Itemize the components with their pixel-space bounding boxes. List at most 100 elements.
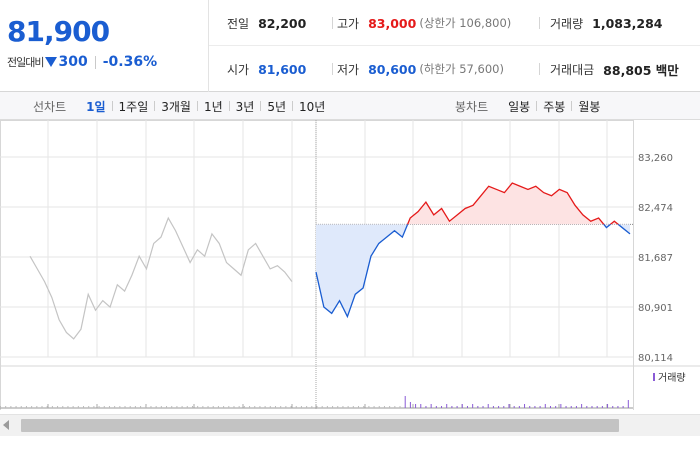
volume-bar (57, 406, 59, 408)
current-price: 81,900 (7, 15, 110, 48)
volume-bar (155, 406, 157, 408)
change-row: 전일대비 300 -0.36% (7, 54, 157, 70)
volume-bar (570, 406, 572, 408)
volume-bar (202, 406, 204, 408)
volume-bar (20, 406, 22, 408)
volume-bar (88, 406, 90, 408)
volume-bar (529, 406, 531, 408)
volume-bar (477, 406, 479, 408)
period-3y[interactable]: 3년 (235, 99, 255, 114)
volume-bar (347, 406, 349, 408)
volume-legend-icon (653, 373, 655, 381)
volume-bar (140, 406, 142, 408)
volume-bar (368, 406, 370, 408)
volume-bar (249, 406, 251, 408)
volume-bar (150, 406, 152, 408)
volume-bar (399, 406, 401, 408)
period-1d[interactable]: 1일 (86, 99, 106, 114)
volume-bar (269, 406, 271, 408)
volume-bar (98, 406, 100, 408)
volume-bar (108, 406, 110, 408)
volume-bar (430, 404, 432, 408)
lower-limit: (하한가 57,600) (419, 62, 504, 76)
price-chart[interactable]: 83,260 82,474 81,687 80,901 80,114 거래량 (0, 120, 700, 411)
volume-bar (420, 404, 422, 408)
volume-bar (508, 404, 510, 408)
volume-bar (378, 406, 380, 408)
quote-info: 전일 82,200 고가 83,000 (상한가 106,800) 거래량 1,… (209, 0, 700, 92)
candle-monthly[interactable]: 월봉 (578, 99, 601, 114)
volume-bar (259, 406, 261, 408)
volume-bar (243, 406, 245, 408)
open-price: 시가 81,600 (227, 46, 306, 92)
volume-bar (466, 406, 468, 408)
volume-bar (544, 404, 546, 408)
divider (111, 101, 113, 111)
volume-bar (503, 406, 505, 408)
divider (539, 63, 540, 75)
volume-bar (549, 406, 551, 408)
period-3m[interactable]: 3개월 (161, 99, 191, 114)
trade-amount-label: 거래대금 (550, 62, 595, 77)
candle-chart-periods: 봉차트 일봉 주봉 월봉 (455, 92, 606, 120)
volume-bar (539, 406, 541, 408)
volume-bar (513, 406, 515, 408)
down-area (316, 224, 630, 317)
chart-scrollbar[interactable] (0, 414, 700, 436)
change-amount: 300 (58, 54, 88, 70)
volume-bar (15, 406, 17, 408)
volume-bar (601, 406, 603, 408)
volume-bar (285, 406, 287, 408)
previous-session-line (29, 216, 293, 340)
candle-weekly[interactable]: 주봉 (543, 99, 566, 114)
change-rate: -0.36% (102, 54, 158, 70)
volume-bar (342, 406, 344, 408)
down-triangle-icon (45, 57, 58, 67)
volume-bar (441, 406, 443, 408)
trade-amount-value: 88,805 백만 (603, 62, 679, 78)
y-tick-label: 81,687 (638, 253, 673, 264)
scroll-thumb[interactable] (21, 419, 619, 432)
volume-bar (612, 406, 614, 408)
volume-bar (119, 406, 121, 408)
volume-bar (389, 406, 391, 408)
volume-legend-label: 거래량 (658, 372, 686, 384)
volume-bar (51, 406, 53, 408)
volume-bar (332, 406, 334, 408)
page-bottom (0, 436, 700, 450)
volume-bar (295, 406, 297, 408)
divider (94, 55, 96, 69)
divider (228, 101, 230, 111)
volume-value: 1,083,284 (592, 15, 663, 31)
volume-bar (383, 406, 385, 408)
high-label: 고가 (337, 16, 360, 31)
volume-bar (103, 406, 105, 408)
period-5y[interactable]: 5년 (267, 99, 287, 114)
volume-bar (337, 406, 339, 408)
volume-bar (274, 406, 276, 408)
chart-svg: 83,260 82,474 81,687 80,901 80,114 거래량 (0, 120, 700, 411)
volume-bar (534, 406, 536, 408)
volume-bar (555, 406, 557, 408)
period-1w[interactable]: 1주일 (118, 99, 149, 114)
candle-daily[interactable]: 일봉 (508, 99, 531, 114)
volume-bar (290, 406, 292, 408)
volume-bar (461, 404, 463, 408)
volume-bar (5, 406, 7, 408)
volume: 거래량 1,083,284 (550, 0, 663, 46)
volume-bar (46, 406, 48, 408)
divider (292, 101, 294, 111)
volume-bar (451, 406, 453, 408)
scroll-left-arrow-icon[interactable] (3, 420, 9, 430)
volume-bar (586, 406, 588, 408)
volume-bar (404, 396, 406, 408)
period-1y[interactable]: 1년 (203, 99, 223, 114)
period-10y[interactable]: 10년 (299, 99, 326, 114)
high-value: 83,000 (368, 15, 417, 31)
volume-bar (311, 406, 313, 408)
volume-bar (62, 406, 64, 408)
trade-amount: 거래대금 88,805 백만 (550, 46, 679, 92)
volume-bar (326, 406, 328, 408)
volume-bar (41, 406, 43, 408)
volume-bar (83, 406, 85, 408)
